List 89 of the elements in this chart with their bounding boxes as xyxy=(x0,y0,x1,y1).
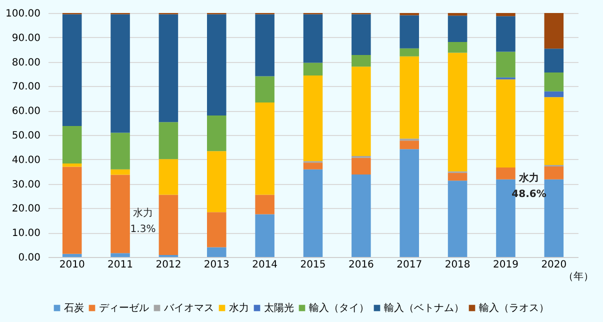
bar xyxy=(158,194,178,256)
bar xyxy=(207,151,226,212)
bar xyxy=(544,91,564,98)
bar xyxy=(448,13,468,16)
x-tick-label: 2020 xyxy=(541,260,567,270)
bar xyxy=(110,132,130,170)
bar xyxy=(448,52,468,172)
bar xyxy=(448,180,468,257)
y-tick-label: 20.00 xyxy=(12,204,40,215)
y-tick-label: 60.00 xyxy=(12,106,40,118)
bar xyxy=(62,164,82,167)
bar xyxy=(400,15,419,48)
bar xyxy=(110,169,130,175)
annotation: 水力 1.3% xyxy=(130,207,156,235)
bar xyxy=(255,214,274,257)
bar xyxy=(303,169,323,257)
legend-label: 水力 xyxy=(229,302,249,314)
bar xyxy=(207,14,226,116)
x-tick-label: 2011 xyxy=(108,260,133,270)
bar xyxy=(496,167,516,180)
legend-label: 石炭 xyxy=(64,302,84,314)
bar xyxy=(544,97,564,166)
y-tick-label: 100.00 xyxy=(6,8,40,20)
bar xyxy=(544,13,564,49)
y-tick-label: 50.00 xyxy=(12,130,40,142)
bar xyxy=(255,194,274,214)
bar xyxy=(544,166,564,180)
bar xyxy=(496,52,516,78)
bar xyxy=(303,14,323,63)
bar xyxy=(400,140,419,150)
legend-label: 輸入（ベトナム） xyxy=(384,302,464,314)
bar xyxy=(448,172,468,181)
bar xyxy=(303,75,323,162)
bar xyxy=(352,66,371,156)
y-tick-label: 30.00 xyxy=(12,179,40,190)
bar xyxy=(255,102,274,195)
bar xyxy=(544,48,564,73)
bar xyxy=(303,162,323,170)
bar xyxy=(400,56,419,139)
bar xyxy=(352,54,371,67)
bar xyxy=(62,254,82,257)
legend-label: 輸入（ラオス） xyxy=(479,302,549,314)
legend-label: バイオマス xyxy=(163,303,214,314)
bar xyxy=(400,149,419,257)
y-tick-label: 0.00 xyxy=(18,252,40,264)
y-tick-label: 70.00 xyxy=(12,82,40,93)
y-tick-label: 80.00 xyxy=(12,57,40,68)
legend-label: ディーゼル xyxy=(99,303,149,314)
y-tick-label: 90.00 xyxy=(12,32,40,44)
bar xyxy=(207,115,226,152)
bar xyxy=(352,14,371,55)
x-tick-label: 2014 xyxy=(252,260,278,270)
x-tick-label: 2012 xyxy=(156,260,182,270)
bar xyxy=(448,42,468,53)
bar xyxy=(400,48,419,56)
x-tick-label: 2017 xyxy=(396,260,422,270)
bar xyxy=(158,14,178,122)
bar xyxy=(448,16,468,42)
bar xyxy=(207,212,226,248)
bar xyxy=(110,14,130,133)
bar xyxy=(352,174,371,257)
bar xyxy=(255,76,274,103)
x-tick-label: 2010 xyxy=(59,260,85,270)
x-tick-label: 2016 xyxy=(348,260,374,270)
y-tick-label: 10.00 xyxy=(12,228,40,240)
y-tick-label: 40.00 xyxy=(12,154,40,166)
bar xyxy=(62,126,82,164)
bar xyxy=(110,253,130,257)
x-tick-label: 2019 xyxy=(493,260,518,270)
bar xyxy=(544,72,564,92)
bar xyxy=(496,79,516,168)
legend-label: 太陽光 xyxy=(264,302,294,314)
bar xyxy=(62,14,82,126)
bar xyxy=(496,16,516,52)
x-axis-title: （年） xyxy=(564,270,594,282)
bar xyxy=(496,13,516,16)
bar xyxy=(62,166,82,254)
x-tick-label: 2013 xyxy=(204,260,230,270)
x-tick-label: 2018 xyxy=(444,260,470,270)
bar xyxy=(255,14,274,76)
bar xyxy=(158,122,178,160)
bar xyxy=(158,159,178,195)
bar xyxy=(207,247,226,257)
bar xyxy=(303,62,323,76)
x-tick-label: 2015 xyxy=(300,260,326,270)
legend-label: 輸入（タイ） xyxy=(309,302,369,314)
bar xyxy=(352,158,371,175)
bar xyxy=(110,174,130,254)
bar xyxy=(544,179,564,257)
